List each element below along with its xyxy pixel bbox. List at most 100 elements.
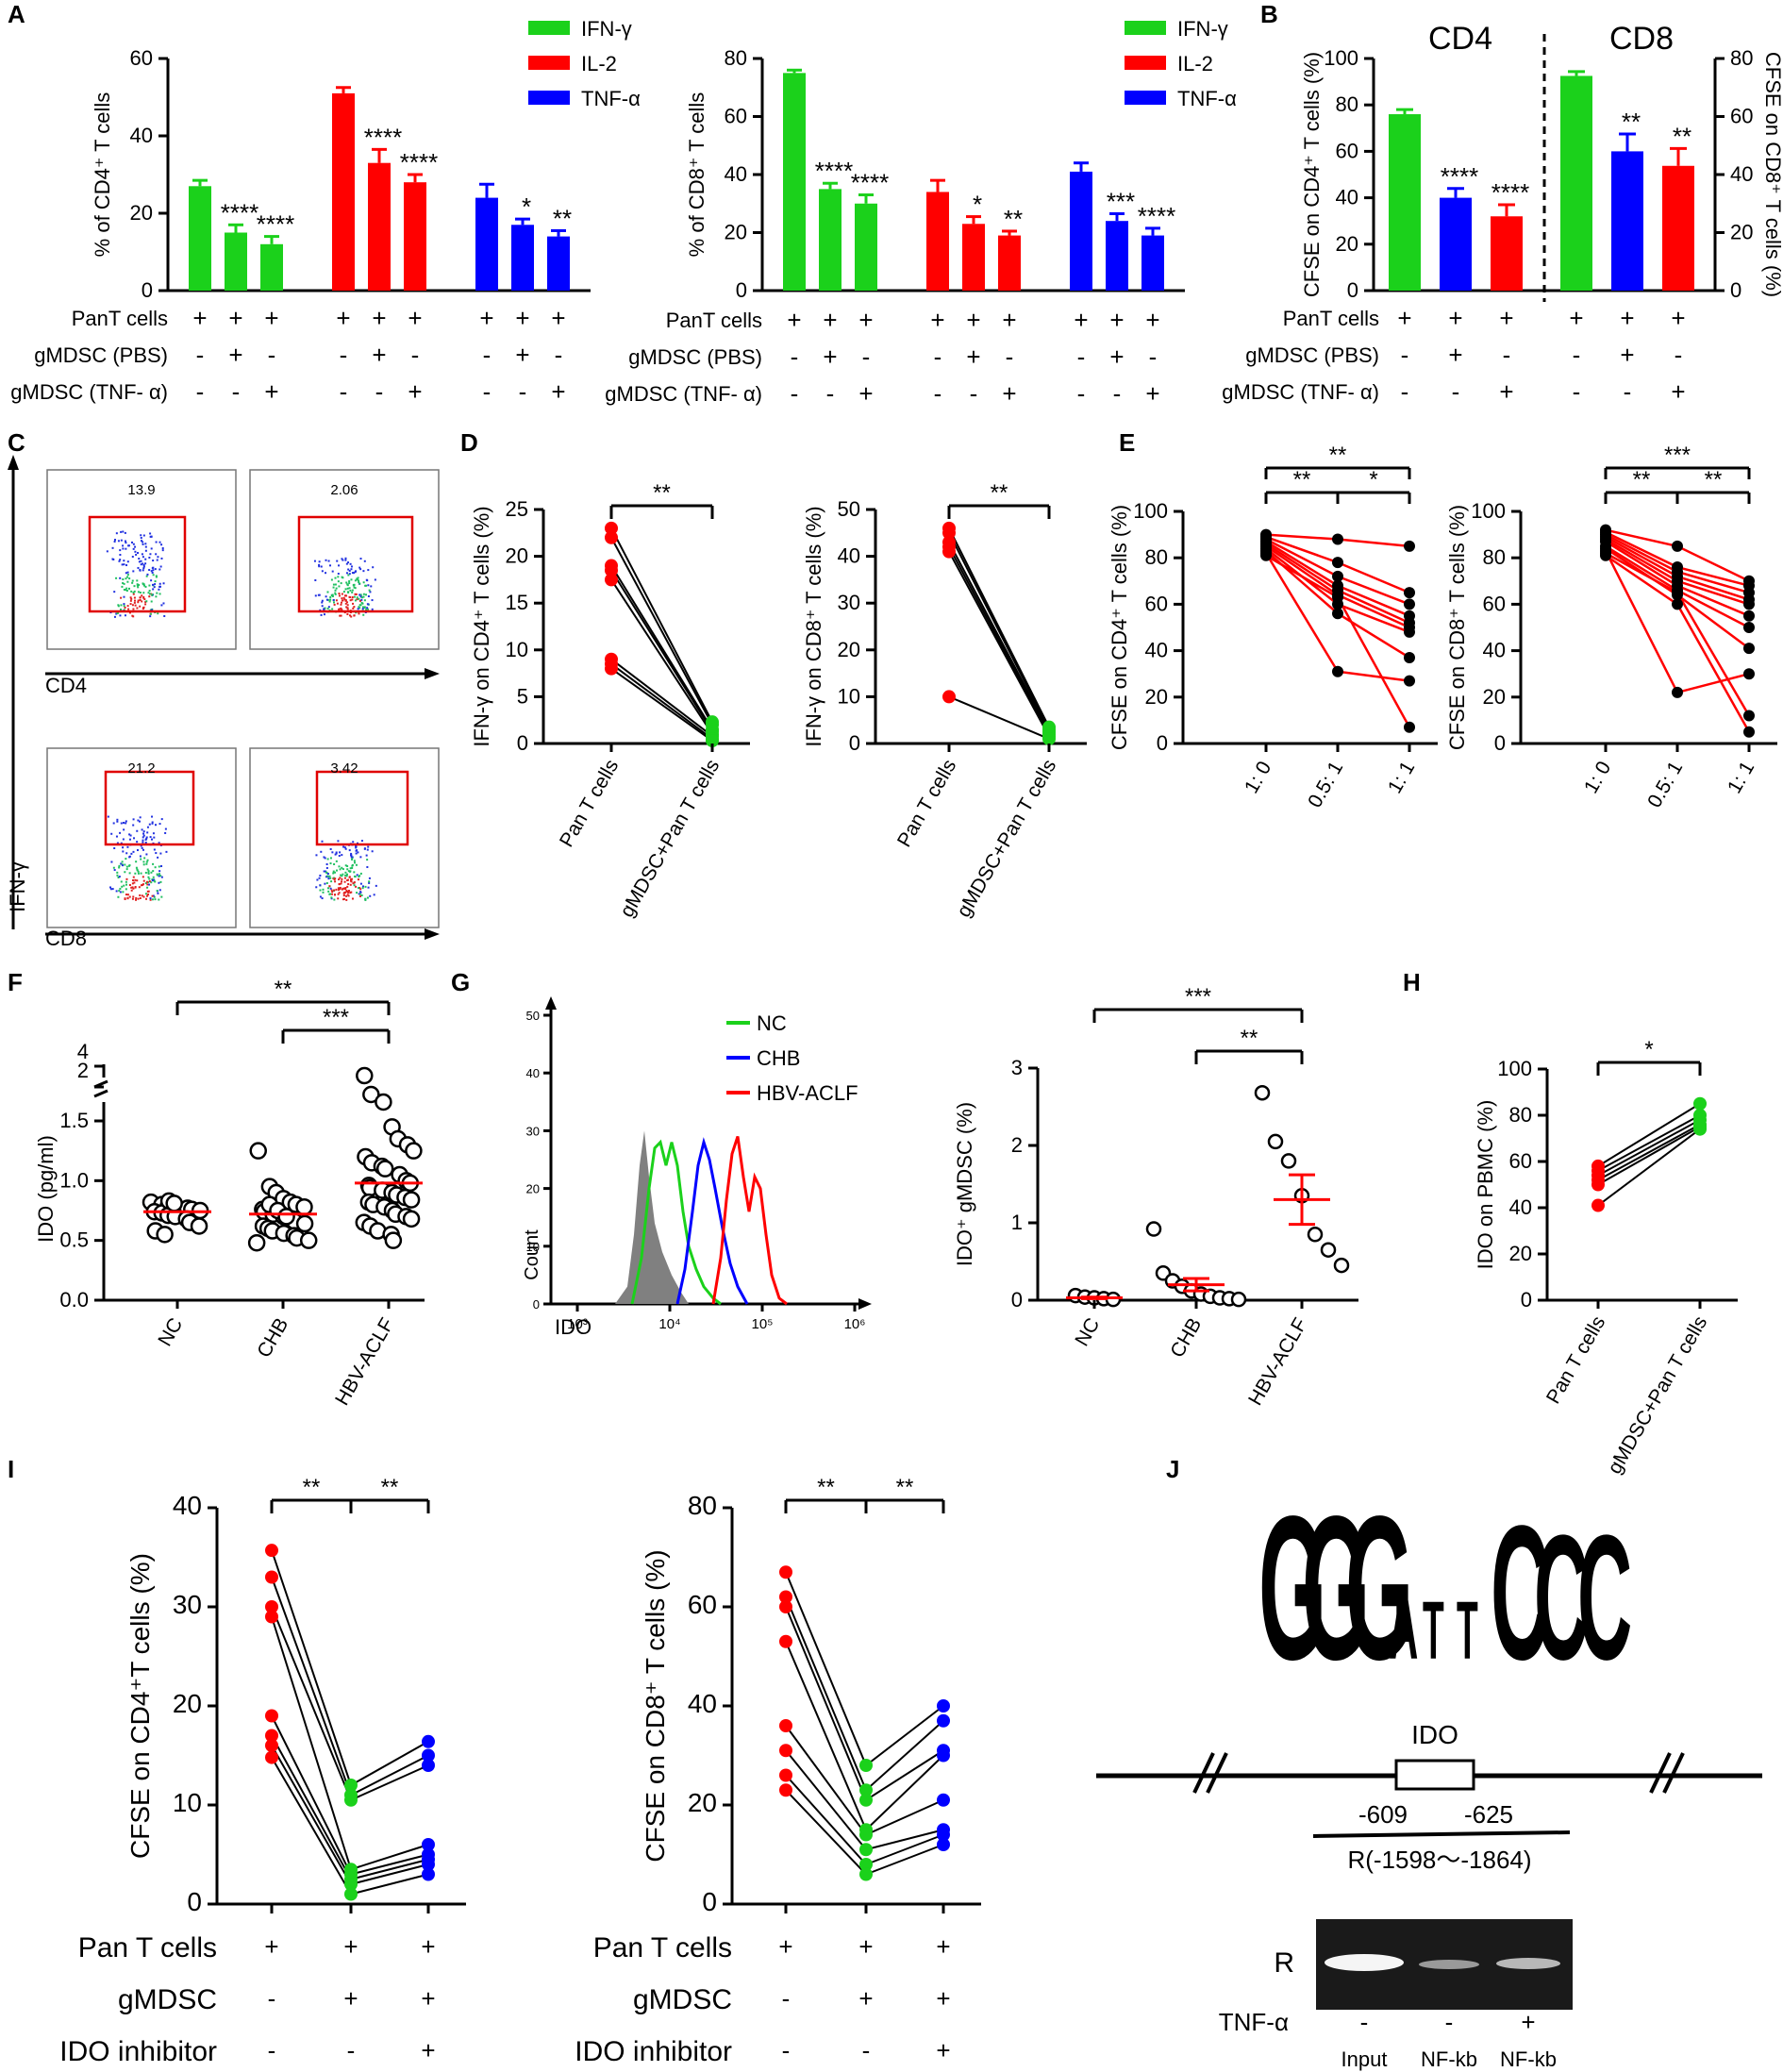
flow-dot [337,887,340,890]
flow-dot [344,557,347,560]
flow-dot [325,871,327,874]
G-scatter-y-tick-label: 0 [1011,1288,1023,1312]
flow-dot [151,898,154,901]
flow-dot [127,587,130,590]
flow-dot [335,860,338,862]
significance-label: ** [896,1475,914,1500]
A-left-legend-tnfa: TNF-α [581,87,641,110]
C-x-arrowhead-bottom [425,928,440,940]
flow-dot [149,897,152,900]
data-point [265,1709,278,1723]
A-left-legend-il2: IL-2 [581,52,617,75]
flow-dot [125,880,127,883]
flow-dot [147,893,150,895]
data-point [1743,643,1755,655]
A-left-condition-sign: - [411,341,420,369]
flow-dot [152,876,155,878]
flow-dot [143,598,146,601]
flow-dot [132,592,135,594]
I-condition-sign: + [421,2036,435,2064]
data-point [779,1590,792,1604]
A-left-condition-sign: + [408,304,422,332]
flow-dot [340,603,342,606]
flow-dot [162,602,165,605]
flow-dot [126,897,129,900]
flow-dot [164,831,167,834]
flow-dot [367,845,370,848]
flow-dot [339,877,342,879]
G-scatter-y-tick-label: 3 [1011,1056,1023,1079]
A-left-condition-sign: - [196,377,205,406]
flow-dot [158,541,161,543]
flow-dot [154,580,157,583]
flow-dot [347,890,350,893]
E-right-y-tick-label: 20 [1483,685,1506,709]
data-point [295,1197,313,1216]
flow-dot [142,836,144,839]
A-left-condition-label: PanT cells [72,307,168,330]
I-left-y-tick-label: 0 [187,1887,202,1916]
flow-dot [325,876,328,878]
A-right-condition-sign: + [823,306,837,334]
J-tnf-sign: - [1445,2008,1454,2036]
flow-dot [346,587,349,590]
flow-dot [368,881,371,884]
flow-dot [146,573,149,576]
bar-TNF-α [1106,221,1128,291]
flow-dot [115,576,118,579]
B-condition-sign: + [1499,304,1513,332]
D-left-y-tick-label: 20 [506,544,528,568]
flow-dot [342,576,344,579]
bar-IL-2 [962,224,985,291]
I-right-y-tick-label: 40 [688,1689,717,1718]
data-point [384,1231,403,1249]
flow-dot [321,601,324,604]
significance-label: * [973,191,982,219]
flow-dot [352,607,355,610]
flow-dot [342,868,344,871]
flow-dot [347,883,350,886]
I-condition-sign: + [421,1984,435,2013]
bar-IL-2 [404,182,426,291]
flow-dot [363,560,366,562]
flow-dot [134,872,137,875]
flow-dot [156,890,158,893]
flow-dot [146,826,149,828]
flow-dot [134,604,137,607]
flow-dot [345,606,348,609]
I-condition-sign: + [343,1932,358,1961]
flow-dot [125,564,128,567]
flow-dot [125,820,127,823]
flow-dot [343,594,346,597]
flow-dot [110,832,113,835]
data-point [1743,710,1755,722]
flow-dot [130,889,133,892]
flow-dot [319,895,322,898]
flow-dot [140,560,142,562]
flow-dot [332,870,335,873]
J-break [1649,1752,1672,1794]
flow-dot [131,882,134,885]
flow-dot [125,852,128,855]
flow-dot [151,821,154,824]
flow-dot [115,890,118,893]
flow-dot [148,593,151,595]
I-condition-sign: + [778,1932,792,1961]
G-scatter-x-tick-label: HBV-ACLF [1244,1314,1311,1409]
flow-dot [157,892,159,894]
flow-dot [366,579,369,582]
flow-dot [125,587,128,590]
flow-dot [119,608,122,610]
flow-dot [329,857,332,860]
flow-dot [135,896,138,899]
flow-dot [158,881,160,884]
flow-dot [339,888,342,891]
significance-label: ** [1241,1026,1258,1051]
flow-dot [344,871,347,874]
data-point [1280,1153,1297,1169]
flow-dot [326,872,329,875]
flow-dot [154,583,157,586]
data-point [605,563,618,577]
flow-dot [344,559,347,561]
flow-dot [129,599,132,602]
